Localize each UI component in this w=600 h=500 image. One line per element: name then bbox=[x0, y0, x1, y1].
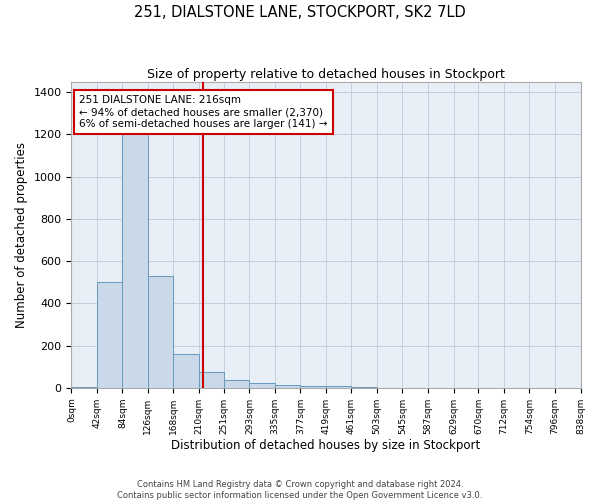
Bar bbox=[148, 276, 173, 388]
Text: 251 DIALSTONE LANE: 216sqm
← 94% of detached houses are smaller (2,370)
6% of se: 251 DIALSTONE LANE: 216sqm ← 94% of deta… bbox=[79, 96, 328, 128]
Bar bbox=[71, 387, 97, 388]
Bar bbox=[173, 354, 199, 388]
Bar bbox=[97, 282, 122, 388]
Bar bbox=[250, 382, 275, 388]
Y-axis label: Number of detached properties: Number of detached properties bbox=[15, 142, 28, 328]
Text: Contains HM Land Registry data © Crown copyright and database right 2024.
Contai: Contains HM Land Registry data © Crown c… bbox=[118, 480, 482, 500]
Bar bbox=[352, 387, 377, 388]
Bar bbox=[224, 380, 250, 388]
Bar bbox=[301, 386, 326, 388]
Bar bbox=[326, 386, 352, 388]
Text: 251, DIALSTONE LANE, STOCKPORT, SK2 7LD: 251, DIALSTONE LANE, STOCKPORT, SK2 7LD bbox=[134, 5, 466, 20]
Title: Size of property relative to detached houses in Stockport: Size of property relative to detached ho… bbox=[147, 68, 505, 80]
Bar bbox=[199, 372, 224, 388]
Bar bbox=[122, 134, 148, 388]
Bar bbox=[275, 384, 301, 388]
X-axis label: Distribution of detached houses by size in Stockport: Distribution of detached houses by size … bbox=[172, 440, 481, 452]
